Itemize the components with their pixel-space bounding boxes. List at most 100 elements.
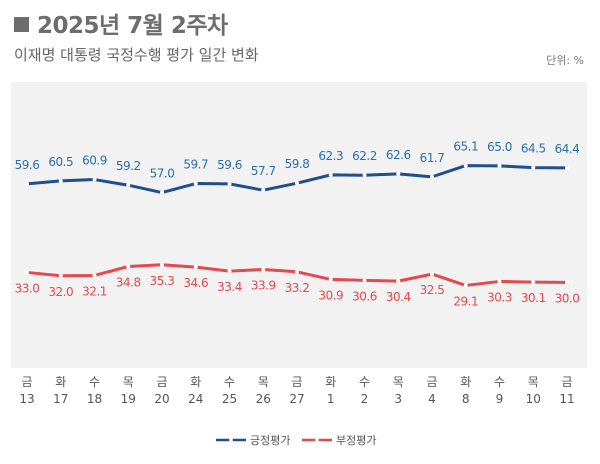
x-tick-day: 금 [21, 375, 32, 389]
x-tick-date: 24 [188, 392, 203, 406]
data-point [463, 283, 468, 288]
data-point [430, 174, 434, 179]
data-point [362, 173, 367, 178]
x-tick-day: 금 [561, 375, 572, 389]
x-tick-date: 3 [394, 392, 402, 406]
data-point [193, 181, 198, 186]
data-point [295, 181, 299, 186]
x-tick-day: 금 [426, 375, 437, 389]
data-point [497, 163, 502, 168]
data-point [227, 181, 232, 186]
data-label: 30.3 [487, 290, 512, 304]
x-tick-date: 27 [289, 392, 304, 406]
data-label: 33.2 [285, 281, 310, 295]
data-label: 33.4 [217, 280, 242, 294]
data-label: 34.8 [116, 275, 141, 289]
data-point [531, 165, 536, 170]
data-point [295, 269, 299, 274]
x-tick-day: 화 [190, 375, 201, 389]
data-label: 62.2 [352, 149, 377, 163]
x-tick-date: 18 [87, 392, 102, 406]
data-point [227, 269, 232, 274]
x-tick-day: 목 [123, 375, 134, 389]
data-label: 30.6 [352, 289, 377, 303]
data-point [58, 273, 63, 278]
x-tick-date: 9 [496, 392, 504, 406]
data-point [160, 262, 164, 267]
data-label: 30.0 [555, 291, 580, 305]
data-label: 33.9 [251, 278, 276, 292]
data-point [565, 280, 569, 285]
data-point [92, 273, 97, 278]
chart-subtitle: 이재명 대통령 국정수행 평가 일간 변화 [14, 46, 259, 64]
data-label: 61.7 [420, 151, 445, 165]
data-label: 60.9 [82, 154, 107, 168]
data-label: 65.0 [487, 140, 512, 154]
data-label: 57.7 [251, 164, 276, 178]
chart-title: 2025년 7월 2주차 [14, 6, 228, 40]
data-point [396, 279, 401, 284]
legend-label: 부정평가 [336, 434, 376, 447]
data-point [126, 264, 131, 269]
x-tick-day: 수 [359, 375, 370, 389]
legend-marker [229, 438, 233, 442]
x-tick-day: 금 [156, 375, 167, 389]
data-point [25, 181, 29, 186]
data-label: 59.6 [217, 158, 242, 172]
data-label: 59.7 [183, 158, 208, 172]
data-point [160, 190, 164, 195]
plot-area [11, 82, 587, 368]
data-point [261, 267, 266, 272]
data-point [193, 265, 198, 270]
data-point [497, 279, 502, 284]
x-tick-date: 20 [154, 392, 169, 406]
data-label: 32.1 [82, 284, 107, 298]
x-tick-date: 17 [53, 392, 68, 406]
data-point [396, 171, 401, 176]
data-label: 34.6 [183, 276, 208, 290]
data-label: 32.0 [48, 285, 73, 299]
data-point [126, 183, 131, 188]
title-text: 2025년 7월 2주차 [37, 13, 228, 39]
data-label: 62.3 [318, 149, 343, 163]
legend-label: 긍정평가 [250, 434, 290, 447]
data-label: 29.1 [453, 294, 478, 308]
data-label: 32.5 [420, 283, 445, 297]
unit-label: 단위: % [546, 54, 584, 67]
data-point [261, 188, 266, 193]
x-tick-day: 화 [460, 375, 471, 389]
x-tick-day: 수 [89, 375, 100, 389]
data-label: 62.6 [386, 148, 411, 162]
data-label: 30.4 [386, 290, 411, 304]
x-tick-day: 화 [55, 375, 66, 389]
data-point [328, 277, 333, 282]
data-label: 35.3 [150, 274, 175, 288]
x-tick-date: 10 [526, 392, 541, 406]
data-label: 65.1 [453, 140, 478, 154]
data-label: 33.0 [15, 281, 40, 295]
x-tick-date: 2 [361, 392, 369, 406]
data-point [25, 270, 29, 275]
legend-marker [315, 438, 319, 442]
data-point [58, 178, 63, 183]
data-point [430, 272, 434, 277]
data-point [92, 177, 97, 182]
data-label: 64.4 [555, 142, 580, 156]
x-tick-day: 목 [393, 375, 404, 389]
data-label: 59.2 [116, 159, 141, 173]
data-label: 64.5 [521, 142, 546, 156]
data-point [531, 280, 536, 285]
x-tick-day: 수 [494, 375, 505, 389]
data-label: 60.5 [48, 155, 73, 169]
data-label: 59.6 [15, 158, 40, 172]
x-tick-day: 목 [258, 375, 269, 389]
x-tick-day: 목 [528, 375, 539, 389]
data-label: 30.9 [318, 288, 343, 302]
data-label: 57.0 [150, 167, 175, 181]
data-point [565, 165, 569, 170]
x-tick-day: 화 [325, 375, 336, 389]
data-point [463, 163, 468, 168]
data-point [328, 172, 333, 177]
